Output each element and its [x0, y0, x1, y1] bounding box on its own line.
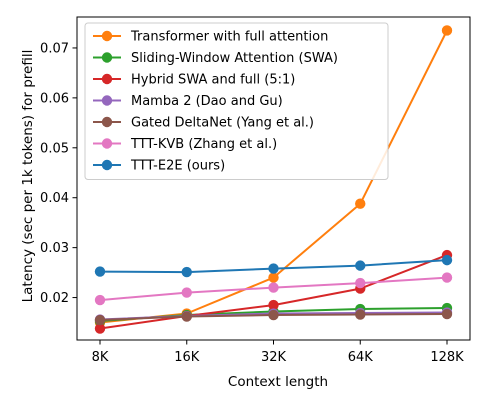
series-6 — [94, 254, 453, 278]
legend-marker — [101, 138, 113, 149]
y-axis-label: Latency (sec per 1k tokens) for prefill — [20, 50, 36, 303]
legend-entry: Mamba 2 (Dao and Gu) — [93, 94, 283, 109]
y-tick-label: 0.06 — [40, 91, 69, 106]
legend-entry: Sliding-Window Attention (SWA) — [93, 51, 338, 66]
data-point — [355, 198, 366, 209]
x-tick-label: 8K — [92, 350, 109, 365]
legend-label: Gated DeltaNet (Yang et al.) — [131, 116, 314, 131]
data-point — [94, 323, 106, 334]
data-point — [441, 254, 453, 266]
legend-label: TTT-KVB (Zhang et al.) — [130, 137, 277, 152]
data-point — [355, 260, 366, 271]
y-tick-label: 0.07 — [40, 41, 69, 56]
legend-entry: TTT-KVB (Zhang et al.) — [93, 137, 277, 152]
legend-marker — [101, 30, 113, 42]
y-tick-label: 0.03 — [40, 241, 69, 256]
series-5 — [94, 272, 453, 306]
y-tick-label: 0.04 — [40, 191, 69, 206]
legend-box — [84, 22, 389, 180]
x-axis-label: Context length — [228, 374, 328, 390]
legend-marker — [101, 52, 113, 63]
data-point — [268, 282, 279, 293]
axes: 8K 16K 32K 64K 128K 0.02 0.03 0.04 0.05 0.06 0.07 — [40, 16, 471, 365]
legend-entry: Hybrid SWA and full (5:1) — [93, 73, 295, 88]
series-4 — [94, 308, 453, 326]
legend-label: Hybrid SWA and full (5:1) — [131, 73, 295, 88]
y-tick-label: 0.02 — [40, 291, 69, 306]
data-point — [355, 277, 366, 289]
data-point — [94, 266, 106, 277]
legend-entry: Gated DeltaNet (Yang et al.) — [93, 116, 314, 131]
legend-marker — [101, 73, 113, 85]
x-tick-label: 32K — [261, 350, 287, 365]
data-point — [94, 314, 106, 326]
legend-entry: Transformer with full attention — [93, 30, 328, 45]
legend-label: Transformer with full attention — [130, 30, 328, 45]
data-point — [181, 311, 192, 322]
x-tick-label: 64K — [348, 350, 374, 365]
x-tick-label: 16K — [174, 350, 200, 365]
x-tick-label: 128K — [430, 350, 464, 365]
data-point — [94, 294, 106, 306]
plot-area — [94, 25, 453, 334]
y-tick-label: 0.05 — [40, 141, 69, 156]
data-point — [268, 263, 279, 274]
legend-marker — [101, 159, 113, 171]
legend-label: Mamba 2 (Dao and Gu) — [131, 94, 283, 109]
legend-entry: TTT-E2E (ours) — [93, 159, 225, 174]
legend-label: TTT-E2E (ours) — [130, 159, 225, 174]
data-point — [268, 309, 279, 321]
data-point — [181, 266, 192, 278]
data-point — [441, 272, 453, 283]
legend-label: Sliding-Window Attention (SWA) — [131, 51, 338, 66]
data-point — [441, 25, 453, 36]
data-point — [268, 299, 279, 311]
legend: Transformer with full attention Sliding-W… — [84, 22, 389, 180]
data-point — [441, 308, 453, 320]
legend-marker — [101, 95, 113, 106]
legend-marker — [101, 116, 113, 128]
data-point — [355, 309, 366, 320]
data-point — [181, 287, 192, 298]
data-point — [268, 272, 279, 283]
